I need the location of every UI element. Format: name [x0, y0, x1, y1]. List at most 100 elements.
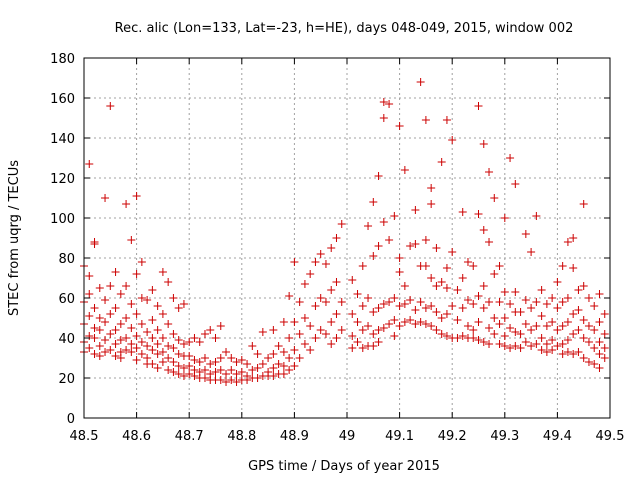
data-point — [506, 344, 515, 352]
data-point — [248, 342, 257, 350]
data-point — [127, 340, 136, 348]
data-point — [437, 158, 446, 166]
data-point — [579, 316, 588, 324]
data-point — [506, 300, 515, 308]
y-tick-label: 60 — [58, 292, 75, 307]
data-point — [332, 278, 341, 286]
data-point — [158, 358, 167, 366]
data-point — [521, 296, 530, 304]
data-point — [227, 376, 236, 384]
data-point — [179, 300, 188, 308]
data-point — [332, 234, 341, 242]
data-point — [101, 348, 110, 356]
data-point — [453, 334, 462, 342]
y-tick-label: 180 — [50, 52, 75, 67]
data-point — [179, 372, 188, 380]
data-point — [137, 338, 146, 346]
data-point — [295, 298, 304, 306]
data-point — [511, 328, 520, 336]
data-point — [390, 332, 399, 340]
data-point — [111, 268, 120, 276]
data-point — [269, 364, 278, 372]
data-point — [132, 344, 141, 352]
data-point — [584, 358, 593, 366]
data-point — [116, 336, 125, 344]
data-point — [437, 330, 446, 338]
x-tick-label: 49.1 — [385, 429, 414, 444]
data-point — [553, 278, 562, 286]
data-point — [395, 322, 404, 330]
data-point — [185, 362, 194, 370]
data-point — [190, 356, 199, 364]
data-point — [274, 342, 283, 350]
data-point — [253, 364, 262, 372]
data-point — [132, 310, 141, 318]
data-point — [195, 358, 204, 366]
data-point — [137, 294, 146, 302]
data-point — [411, 206, 420, 214]
data-point — [316, 294, 325, 302]
data-point — [358, 326, 367, 334]
grid — [84, 58, 610, 418]
data-point — [137, 350, 146, 358]
data-point — [153, 364, 162, 372]
data-point — [390, 294, 399, 302]
data-point — [385, 236, 394, 244]
data-point — [200, 374, 209, 382]
data-point — [406, 296, 415, 304]
data-point — [132, 192, 141, 200]
x-tick-label: 49.4 — [543, 429, 572, 444]
data-point — [427, 322, 436, 330]
data-point — [537, 334, 546, 342]
data-point — [595, 318, 604, 326]
data-point — [600, 330, 609, 338]
data-point — [521, 320, 530, 328]
data-point — [174, 370, 183, 378]
data-point — [511, 288, 520, 296]
data-point — [432, 282, 441, 290]
data-point — [85, 344, 94, 352]
data-point — [416, 78, 425, 86]
data-point — [469, 300, 478, 308]
data-point — [442, 332, 451, 340]
data-point — [485, 238, 494, 246]
data-point — [332, 334, 341, 342]
data-point — [416, 298, 425, 306]
data-point — [495, 262, 504, 270]
data-point — [158, 310, 167, 318]
data-point — [500, 214, 509, 222]
data-point — [532, 340, 541, 348]
data-point — [395, 122, 404, 130]
data-point — [174, 336, 183, 344]
data-point — [127, 236, 136, 244]
data-point — [600, 310, 609, 318]
data-point — [474, 292, 483, 300]
data-point — [595, 338, 604, 346]
data-point — [332, 310, 341, 318]
data-point — [569, 310, 578, 318]
data-point — [469, 326, 478, 334]
x-tick-label: 48.7 — [175, 429, 204, 444]
data-point — [474, 102, 483, 110]
data-point — [442, 264, 451, 272]
data-point — [448, 136, 457, 144]
data-point — [369, 330, 378, 338]
data-point — [264, 354, 273, 362]
data-point — [427, 274, 436, 282]
data-point — [164, 366, 173, 374]
data-point — [385, 100, 394, 108]
data-point — [369, 252, 378, 260]
x-tick-label: 48.9 — [280, 429, 309, 444]
data-point — [595, 350, 604, 358]
data-point — [316, 326, 325, 334]
data-point — [584, 338, 593, 346]
data-point — [600, 354, 609, 362]
data-point — [379, 114, 388, 122]
data-point — [132, 332, 141, 340]
data-point — [122, 200, 131, 208]
data-point — [558, 322, 567, 330]
data-point — [106, 346, 115, 354]
data-point — [527, 342, 536, 350]
